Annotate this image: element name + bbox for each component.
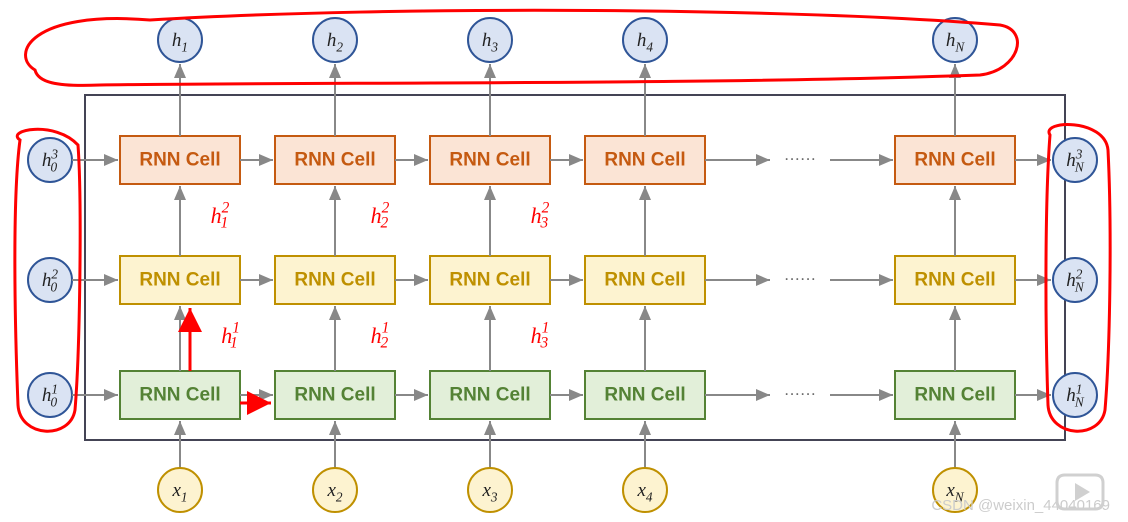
svg-text:h10: h10 (42, 381, 58, 409)
red-annotation: h12 (371, 319, 390, 351)
rnn-cell-label: RNN Cell (604, 150, 685, 171)
rnn-cell-label: RNN Cell (914, 385, 995, 406)
ellipsis: ······ (784, 387, 816, 404)
svg-text:h20: h20 (42, 266, 59, 294)
rnn-cell-label: RNN Cell (914, 150, 995, 171)
rnn-cell-label: RNN Cell (139, 150, 220, 171)
svg-text:h2N: h2N (1066, 266, 1085, 294)
rnn-cell-label: RNN Cell (604, 270, 685, 291)
red-annotation: h21 (211, 199, 230, 231)
svg-text:h3N: h3N (1066, 146, 1085, 174)
svg-text:h30: h30 (42, 146, 59, 174)
svg-text:h1N: h1N (1066, 381, 1085, 409)
rnn-cell-label: RNN Cell (294, 385, 375, 406)
red-annotation: h22 (371, 199, 390, 231)
red-annotation: h11 (221, 319, 239, 351)
rnn-cell-label: RNN Cell (139, 385, 220, 406)
rnn-cell-label: RNN Cell (604, 385, 685, 406)
red-annotation: h13 (531, 319, 550, 351)
red-annotation: h23 (531, 199, 550, 231)
rnn-cell-label: RNN Cell (449, 150, 530, 171)
rnn-cell-label: RNN Cell (449, 385, 530, 406)
rnn-cell-label: RNN Cell (914, 270, 995, 291)
rnn-cell-label: RNN Cell (139, 270, 220, 291)
ellipsis: ······ (784, 152, 816, 169)
ellipsis: ······ (784, 272, 816, 289)
watermark: CSDN @weixin_44040169 (931, 497, 1110, 514)
rnn-diagram: RNN Cell RNN Cell RNN Cell RNN Cell RNN Cell… (0, 0, 1128, 522)
rnn-cell-label: RNN Cell (449, 270, 530, 291)
rnn-cell-label: RNN Cell (294, 270, 375, 291)
rnn-cell-label: RNN Cell (294, 150, 375, 171)
